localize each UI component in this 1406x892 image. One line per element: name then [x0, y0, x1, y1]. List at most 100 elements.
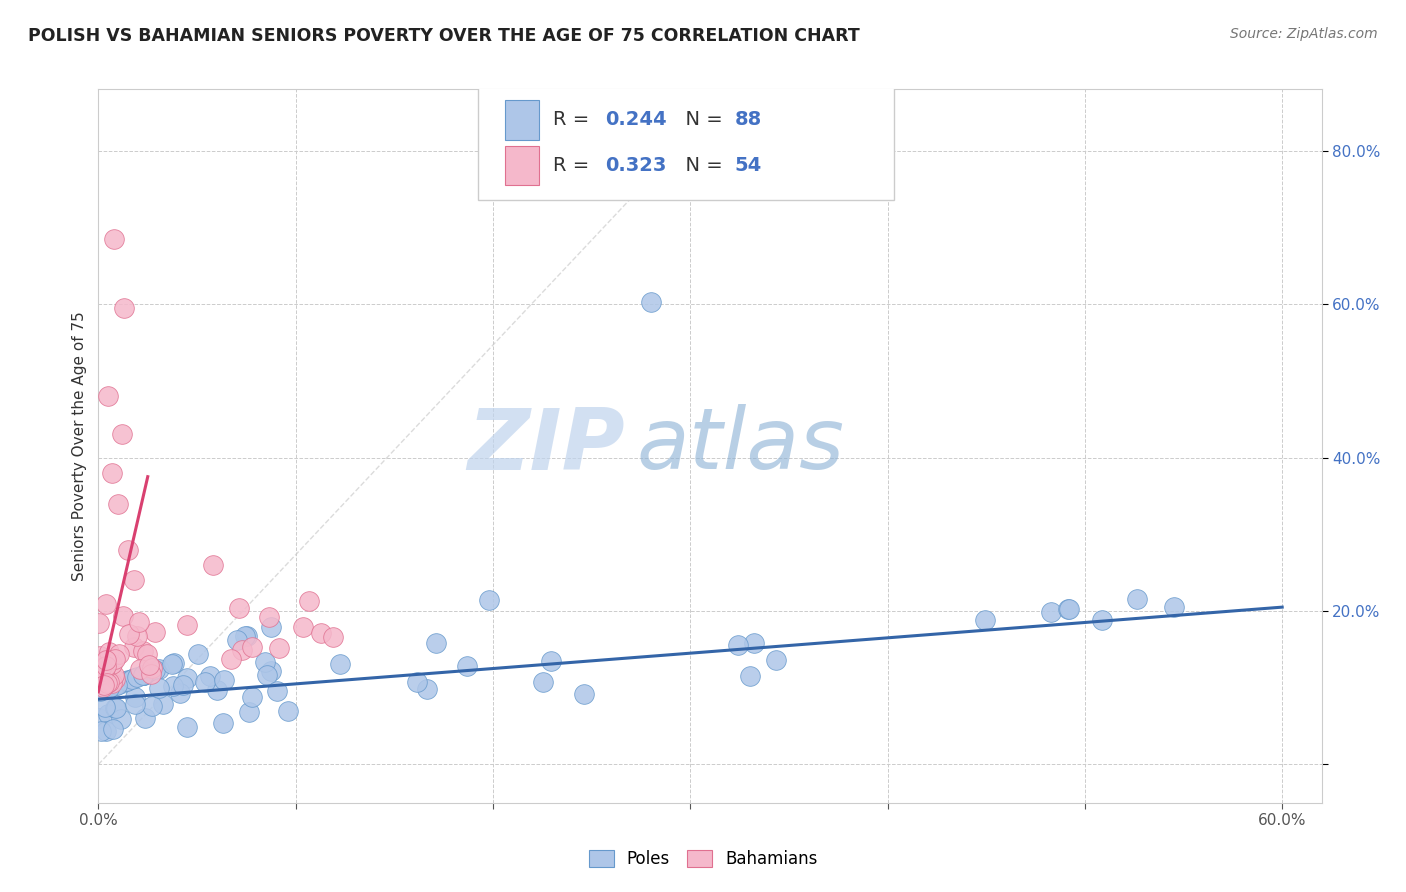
Text: R =: R = — [554, 156, 596, 175]
Y-axis label: Seniors Poverty Over the Age of 75: Seniors Poverty Over the Age of 75 — [72, 311, 87, 581]
Point — [117, 542, 139, 557]
Point — [93, 682, 115, 697]
Text: 0.244: 0.244 — [605, 111, 666, 129]
Text: R =: R = — [554, 111, 596, 129]
Point — [727, 638, 749, 652]
Point — [456, 659, 478, 673]
Point — [257, 609, 280, 624]
Point — [1039, 605, 1062, 619]
FancyBboxPatch shape — [505, 100, 538, 139]
Point — [96, 681, 118, 696]
Point — [172, 678, 194, 692]
Point — [162, 679, 184, 693]
Point — [214, 673, 236, 687]
Point — [176, 671, 198, 685]
Point — [233, 630, 256, 644]
Point — [322, 630, 344, 644]
Point — [97, 706, 120, 721]
Point — [90, 667, 112, 681]
Point — [531, 675, 554, 690]
Point — [176, 720, 198, 734]
Point — [90, 683, 112, 698]
Point — [198, 669, 221, 683]
Point — [90, 683, 112, 698]
Point — [90, 724, 112, 739]
Point — [97, 681, 120, 695]
Point — [253, 655, 276, 669]
Point — [128, 615, 150, 629]
Point — [973, 613, 995, 627]
Point — [742, 636, 765, 650]
Point — [145, 624, 167, 639]
Point — [115, 674, 138, 689]
Point — [260, 664, 283, 678]
Text: N =: N = — [673, 111, 730, 129]
Text: Source: ZipAtlas.com: Source: ZipAtlas.com — [1230, 27, 1378, 41]
Point — [112, 301, 135, 315]
Point — [1057, 602, 1080, 616]
Point — [132, 667, 155, 681]
Point — [94, 700, 117, 714]
Text: POLISH VS BAHAMIAN SENIORS POVERTY OVER THE AGE OF 75 CORRELATION CHART: POLISH VS BAHAMIAN SENIORS POVERTY OVER … — [28, 27, 860, 45]
Point — [640, 295, 662, 310]
Point — [139, 667, 162, 681]
Point — [105, 678, 128, 692]
Text: atlas: atlas — [637, 404, 845, 488]
Point — [124, 690, 146, 704]
Point — [132, 644, 155, 658]
Point — [112, 608, 135, 623]
Point — [405, 675, 427, 690]
Point — [101, 466, 124, 480]
Point — [105, 700, 128, 714]
Point — [205, 683, 228, 698]
Point — [267, 641, 290, 656]
Point — [104, 701, 127, 715]
Point — [115, 673, 138, 688]
Point — [425, 636, 447, 650]
Point — [231, 643, 253, 657]
Point — [101, 657, 124, 671]
Point — [478, 593, 501, 607]
Point — [238, 705, 260, 719]
Point — [738, 669, 761, 683]
Point — [87, 665, 110, 680]
Point — [98, 645, 121, 659]
Point — [122, 574, 145, 588]
Point — [90, 661, 112, 675]
Point — [256, 667, 278, 681]
Point — [277, 704, 299, 718]
Point — [1091, 613, 1114, 627]
Point — [94, 653, 117, 667]
Point — [225, 632, 247, 647]
Point — [1125, 592, 1147, 607]
Point — [1057, 602, 1080, 616]
Point — [117, 673, 139, 688]
Point — [266, 684, 288, 698]
Point — [169, 685, 191, 699]
Point — [260, 620, 283, 634]
Point — [138, 657, 160, 672]
Point — [212, 715, 235, 730]
Point — [98, 680, 121, 694]
Text: 0.323: 0.323 — [605, 156, 666, 175]
Point — [110, 676, 132, 690]
Point — [540, 654, 562, 668]
Point — [141, 699, 163, 714]
Point — [129, 662, 152, 676]
Point — [121, 672, 143, 686]
Point — [143, 663, 166, 677]
Point — [118, 627, 141, 641]
Point — [127, 670, 149, 684]
Point — [415, 681, 437, 696]
Legend: Poles, Bahamians: Poles, Bahamians — [582, 843, 824, 875]
Point — [89, 649, 111, 664]
Point — [136, 647, 159, 661]
Point — [97, 681, 120, 695]
Point — [91, 660, 114, 674]
Point — [104, 651, 127, 665]
Point — [132, 667, 155, 681]
Text: ZIP: ZIP — [467, 404, 624, 488]
Point — [124, 697, 146, 711]
Point — [134, 711, 156, 725]
Point — [141, 660, 163, 674]
